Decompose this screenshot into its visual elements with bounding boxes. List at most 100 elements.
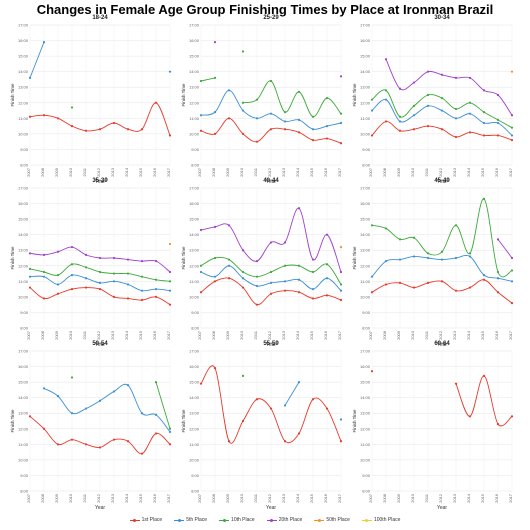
series-10th-place-point (440, 97, 444, 100)
series-5th-place-point (398, 120, 402, 123)
series-5th-place-point (426, 104, 430, 107)
y-tick-label: 15:00 (360, 217, 371, 222)
series-10th-place-point (140, 275, 144, 278)
y-tick-label: 9:00 (20, 147, 29, 152)
series-10th-place-point (241, 374, 245, 377)
x-tick-label: 2017 (337, 330, 342, 340)
series-5th-place-point (283, 404, 287, 407)
series-5th-place-point (168, 430, 172, 433)
y-tick-label: 14:00 (18, 395, 29, 400)
y-tick-label: 11:00 (189, 116, 199, 121)
series-10th-place-point (311, 115, 315, 118)
series-1st-place-point (126, 297, 130, 300)
series-5th-place-point (311, 288, 315, 291)
series-10th-place-point (398, 238, 402, 241)
x-tick-label: 2015 (309, 493, 314, 503)
x-axis-label: Year (266, 342, 276, 348)
series-20th-place-point (255, 260, 259, 263)
series-1st-place-point (255, 303, 259, 306)
series-20th-place-point (482, 89, 486, 92)
x-tick-label: 2011 (253, 167, 258, 176)
x-tick-label: 2011 (253, 330, 258, 339)
legend-label: 50th Place (326, 517, 350, 523)
series-10th-place-point (384, 89, 388, 92)
series-10th-place-point (98, 270, 102, 274)
series-1st-place-point (199, 291, 203, 294)
x-tick-label: 2010 (68, 493, 73, 503)
x-tick-label: 2008 (211, 330, 216, 340)
x-tick-label: 2009 (225, 167, 230, 177)
series-5th-place-point (311, 128, 315, 131)
x-tick-label: 2007 (26, 330, 31, 340)
series-1st-place-point (213, 280, 217, 283)
y-tick-label: 9:00 (191, 310, 200, 315)
series-1st-place-point (454, 382, 458, 385)
series-1st-place-point (140, 298, 144, 302)
series-1st-place-point (84, 286, 88, 289)
x-tick-label: 2014 (295, 167, 300, 177)
x-tick-label: 2013 (452, 330, 457, 340)
series-10th-place-point (42, 270, 46, 274)
series-1st-place-point (56, 117, 60, 120)
series-5th-place-point (384, 260, 388, 263)
series-10th-place-point (297, 264, 301, 267)
panel-title: 25-29 (263, 15, 279, 21)
series-1st-place-point (168, 134, 172, 137)
series-1st-place-point (56, 292, 60, 295)
series-1st-place-point (126, 128, 130, 131)
legend-swatch (174, 518, 185, 522)
y-tick-label: 15:00 (189, 380, 200, 385)
series-5th-place-point (227, 264, 231, 267)
page-title: Changes in Female Age Group Finishing Ti… (36, 2, 494, 17)
series-1st-place-point (255, 398, 259, 401)
series-1st-place-point (311, 139, 315, 142)
series-10th-place-point (339, 112, 343, 115)
series-5th-place-point (28, 76, 32, 79)
x-tick-label: 2010 (410, 493, 415, 503)
x-tick-label: 2008 (40, 330, 45, 340)
series-1st-place-point (269, 407, 273, 410)
series-20th-place-point (168, 270, 172, 274)
x-tick-label: 2009 (54, 493, 59, 503)
series-5th-place-point (496, 277, 500, 280)
series-5th-place-point (297, 118, 301, 121)
y-tick-label: 13:00 (360, 248, 371, 253)
series-1st-place-point (84, 129, 88, 132)
legend-label: 1st Place (141, 517, 163, 523)
x-tick-label: 2017 (508, 493, 513, 503)
y-tick-label: 16:00 (360, 38, 371, 43)
series-10th-place-point (482, 197, 486, 200)
panel-18-24: 18-24 8:00 9:00 10:00 11:00 12:00 13:00 14:00 15… (10, 15, 172, 185)
y-tick-label: 12:00 (18, 426, 29, 431)
series-1st-place-point (168, 303, 172, 306)
y-tick-label: 13:00 (18, 411, 29, 416)
series-20th-place-point (297, 207, 301, 210)
series-1st-place-point (283, 128, 287, 131)
legend-swatch (314, 518, 325, 522)
y-tick-label: 12:00 (18, 100, 29, 105)
x-tick-label: 2017 (166, 330, 171, 340)
y-tick-label: 13:00 (189, 248, 200, 253)
y-axis-label: Finish Time (10, 246, 15, 270)
series-5th-place-point (426, 256, 430, 260)
series-5th-place-point (297, 381, 301, 384)
x-axis-label: Year (437, 179, 447, 185)
x-tick-label: 2007 (197, 330, 202, 340)
series-5th-place-point (112, 280, 116, 283)
y-tick-label: 8:00 (191, 326, 200, 331)
series-20th-place-point (213, 225, 217, 228)
x-tick-label: 2013 (452, 493, 457, 503)
x-tick-label: 2015 (138, 493, 143, 503)
series-1st-place-point (311, 297, 315, 300)
series-1st-place-point (482, 278, 486, 281)
series-5th-place-point (339, 289, 343, 292)
series-20th-place-point (496, 93, 500, 97)
series-20th-place-point (269, 241, 273, 244)
x-tick-label: 2010 (68, 330, 73, 340)
y-tick-label: 11:00 (18, 279, 28, 284)
y-tick-label: 13:00 (18, 248, 29, 253)
series-1st-place-point (241, 419, 245, 423)
y-tick-label: 11:00 (189, 279, 199, 284)
series-1st-place-point (482, 134, 486, 137)
series-1st-place-point (112, 295, 116, 298)
